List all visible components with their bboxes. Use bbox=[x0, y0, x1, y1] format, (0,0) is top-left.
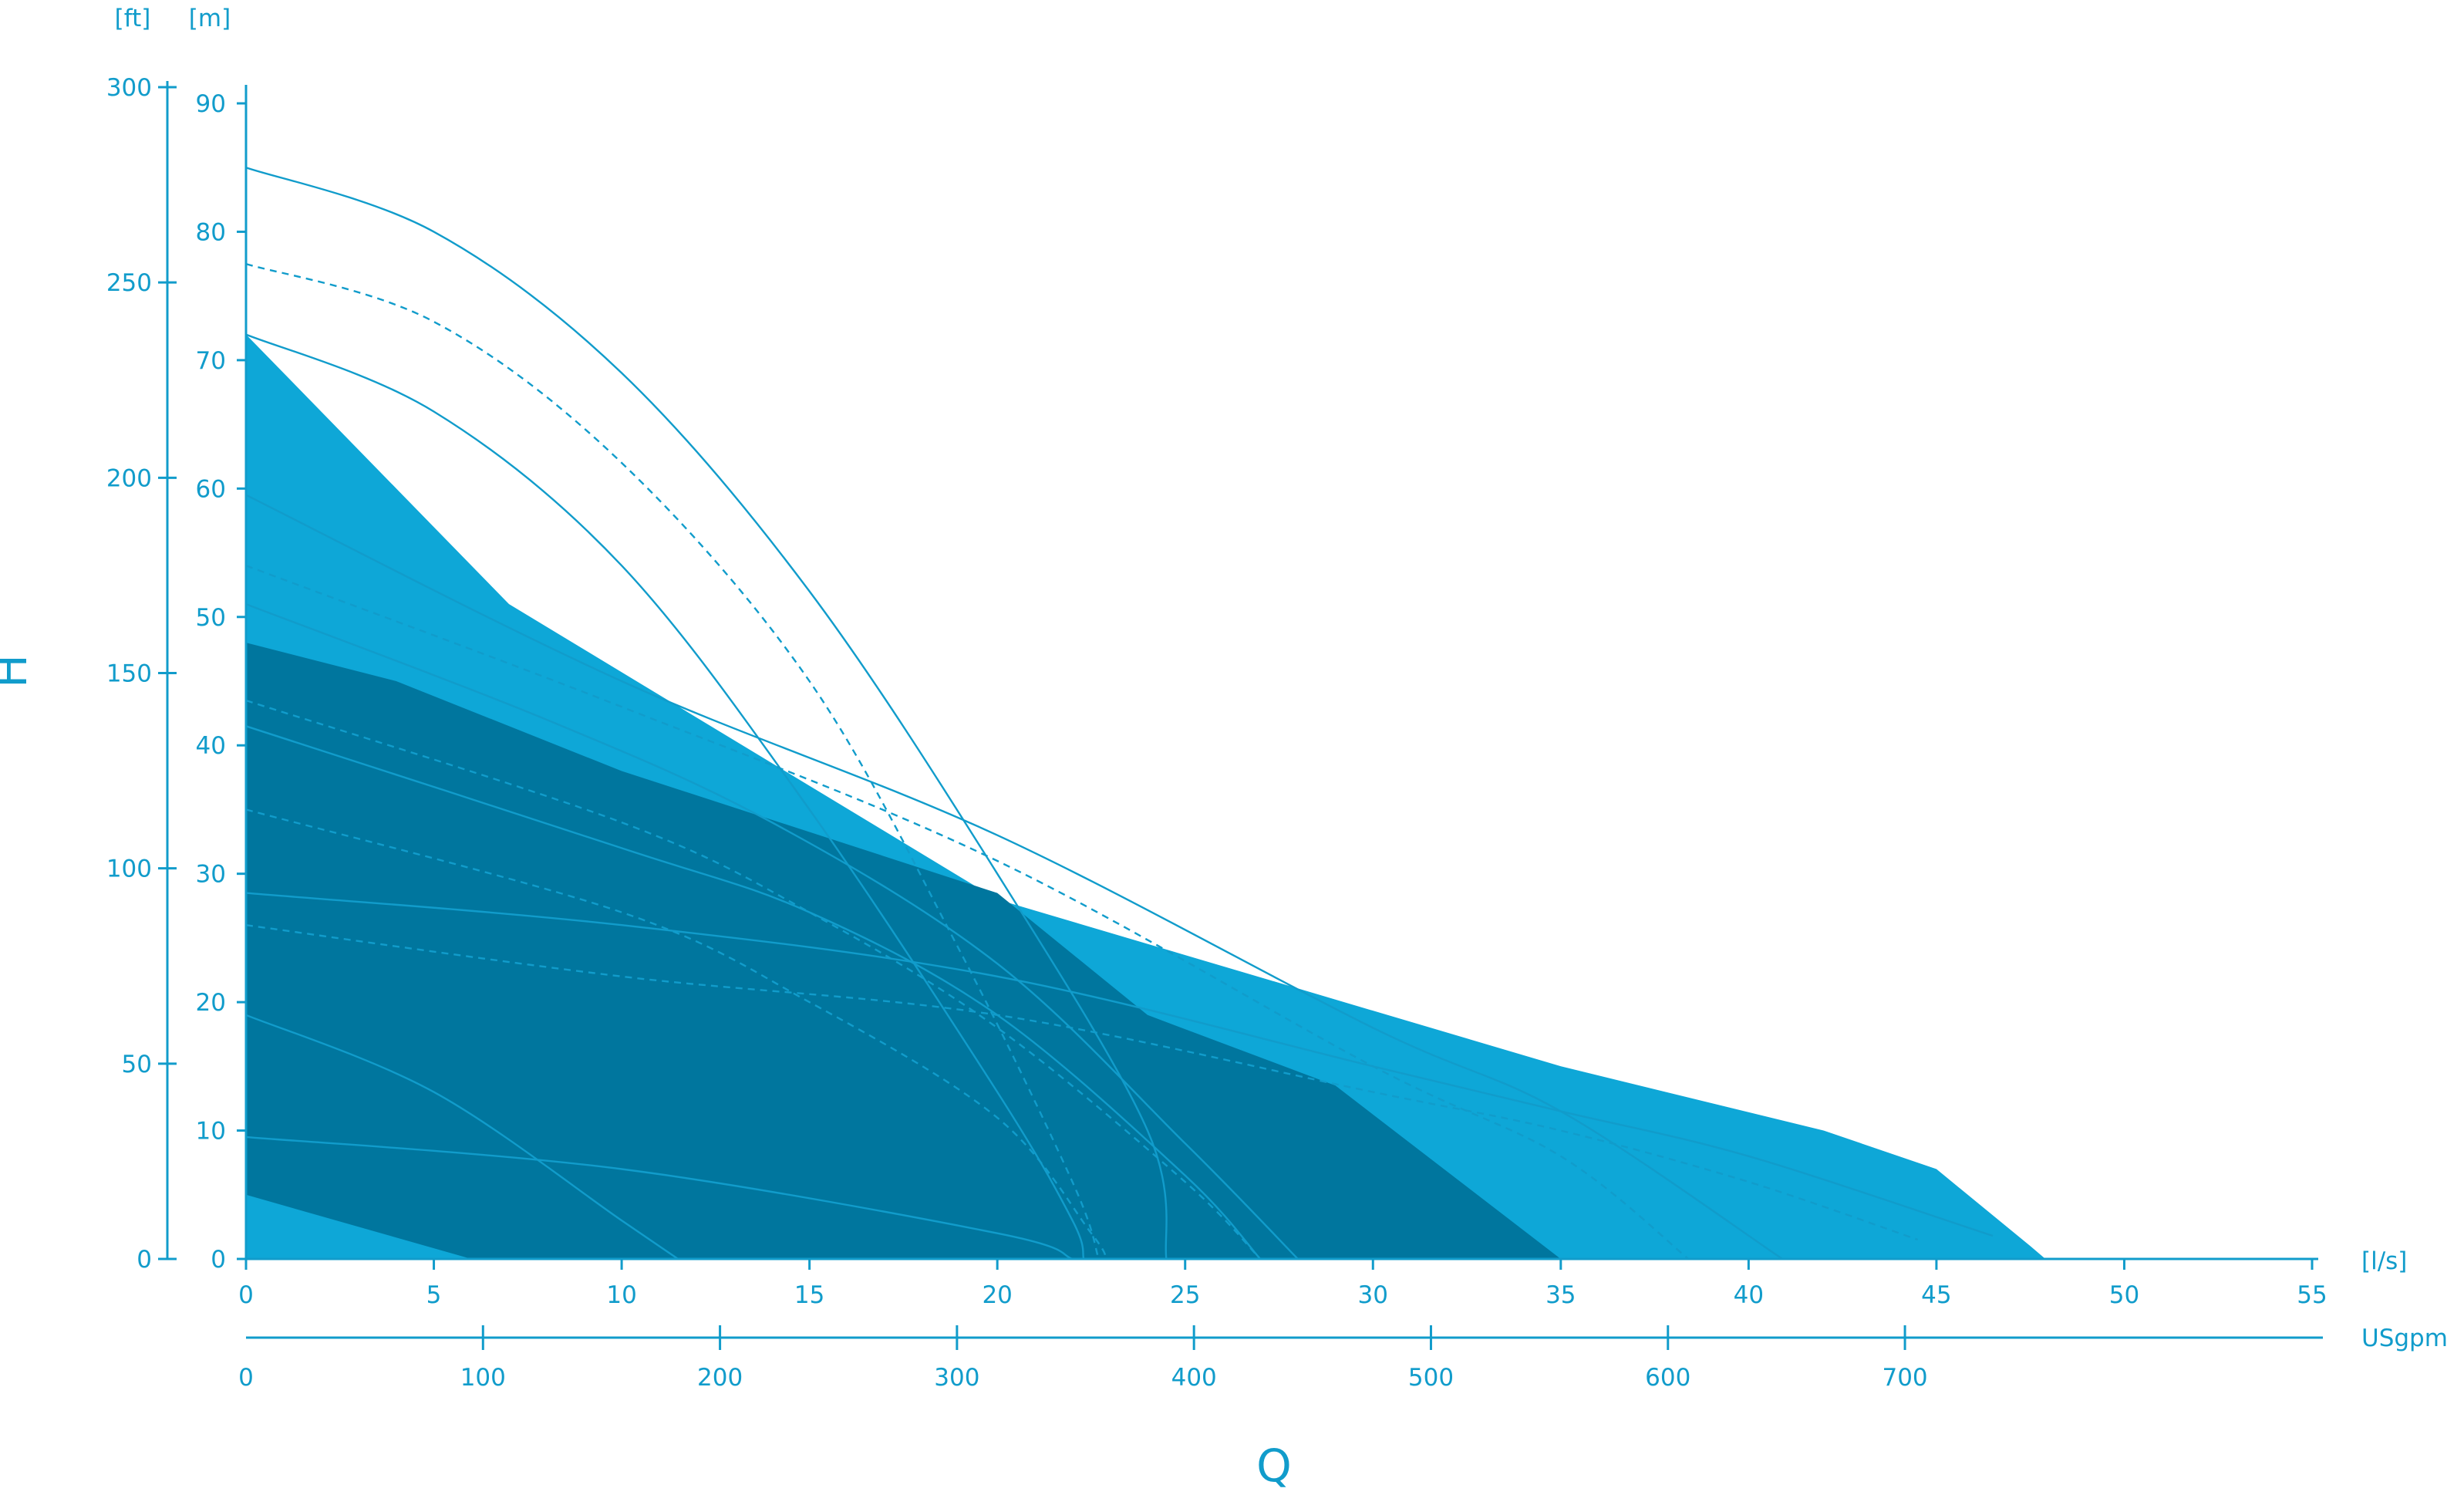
pump-curve-11 bbox=[245, 924, 1918, 1241]
x-ls-tick-label: 50 bbox=[2109, 1281, 2139, 1309]
x-ls-tick-label: 35 bbox=[1545, 1281, 1576, 1309]
performance-bands bbox=[246, 334, 2046, 1260]
y-ft-tick-label: 250 bbox=[106, 269, 152, 297]
y-ft-unit: [ft] bbox=[115, 5, 151, 32]
y-m-tick-label: 30 bbox=[196, 861, 226, 889]
pump-curve-2 bbox=[245, 262, 1100, 1260]
x-ls-tick-label: 25 bbox=[1170, 1281, 1200, 1309]
y-m-tick-label: 90 bbox=[196, 90, 226, 118]
y-m-tick-label: 60 bbox=[196, 475, 226, 503]
x-usgpm-tick-label: 500 bbox=[1408, 1364, 1454, 1392]
x-usgpm-tick-label: 200 bbox=[697, 1364, 743, 1392]
x-ls-tick-label: 0 bbox=[238, 1281, 254, 1309]
pump-curve-7 bbox=[245, 725, 1261, 1260]
pump-curve-1 bbox=[245, 167, 1168, 1260]
axes: 0102030405060708090[m]050100150200250300… bbox=[106, 5, 2448, 1392]
y-ft-tick-label: 0 bbox=[137, 1246, 152, 1274]
x-ls-tick-label: 20 bbox=[982, 1281, 1012, 1309]
x-ls-tick-label: 40 bbox=[1734, 1281, 1764, 1309]
x-usgpm-tick-label: 600 bbox=[1645, 1364, 1690, 1392]
x-usgpm-tick-label: 300 bbox=[934, 1364, 979, 1392]
pump-curve-8 bbox=[245, 699, 1261, 1260]
x-ls-tick-label: 55 bbox=[2297, 1281, 2327, 1309]
y-m-tick-label: 20 bbox=[196, 989, 226, 1017]
pump-curves bbox=[245, 167, 1994, 1260]
y-ft-tick-label: 50 bbox=[122, 1051, 152, 1078]
pump-curve-4 bbox=[245, 494, 1783, 1260]
pump-curve-3 bbox=[245, 333, 1085, 1260]
pump-curve-5 bbox=[245, 565, 1690, 1260]
x-usgpm-tick-label: 700 bbox=[1882, 1364, 1927, 1392]
pump-curve-10 bbox=[245, 892, 1994, 1237]
y-m-tick-label: 40 bbox=[196, 732, 226, 760]
x-usgpm-tick-label: 100 bbox=[460, 1364, 506, 1392]
pump-curve-12 bbox=[245, 1014, 679, 1260]
y-ft-tick-label: 150 bbox=[106, 660, 152, 688]
y-ft-tick-label: 100 bbox=[106, 855, 152, 883]
y-axis-title: H bbox=[0, 654, 37, 688]
x-ls-tick-label: 10 bbox=[606, 1281, 636, 1309]
y-ft-tick-label: 200 bbox=[106, 464, 152, 492]
x-ls-tick-label: 30 bbox=[1358, 1281, 1388, 1309]
x-ls-unit: [l/s] bbox=[2361, 1247, 2407, 1275]
y-m-tick-label: 0 bbox=[211, 1246, 226, 1274]
x-ls-tick-label: 5 bbox=[426, 1281, 442, 1309]
band-dark bbox=[246, 643, 1561, 1259]
y-m-tick-label: 10 bbox=[196, 1118, 226, 1146]
y-m-tick-label: 80 bbox=[196, 218, 226, 246]
x-usgpm-unit: USgpm bbox=[2361, 1325, 2448, 1352]
pump-curve-9 bbox=[245, 808, 1107, 1260]
y-ft-tick-label: 300 bbox=[106, 74, 152, 102]
y-m-unit: [m] bbox=[189, 5, 231, 32]
pump-curve-13 bbox=[245, 1136, 1074, 1260]
x-ls-tick-label: 45 bbox=[1921, 1281, 1951, 1309]
x-ls-tick-label: 15 bbox=[794, 1281, 824, 1309]
x-usgpm-tick-label: 400 bbox=[1171, 1364, 1217, 1392]
y-m-tick-label: 50 bbox=[196, 604, 226, 632]
x-usgpm-tick-label: 0 bbox=[238, 1364, 254, 1392]
x-axis-title: Q bbox=[1256, 1439, 1292, 1492]
pump-curve-6 bbox=[245, 602, 1299, 1260]
y-m-tick-label: 70 bbox=[196, 347, 226, 375]
